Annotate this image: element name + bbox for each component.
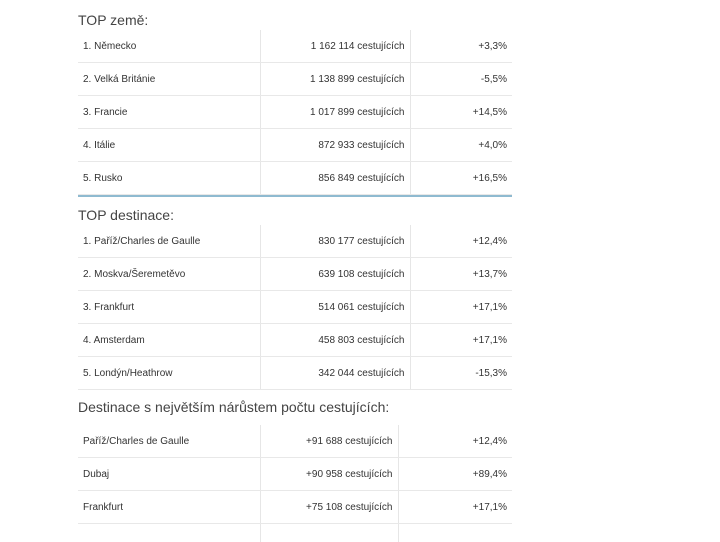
top-destinations-section: TOP destinace: 1. Paříž/Charles de Gaull… — [78, 205, 512, 390]
passenger-increase: +91 688 cestujících — [260, 425, 398, 458]
change-percent: +17,1% — [410, 324, 512, 357]
passenger-count: 514 061 cestujících — [260, 291, 410, 324]
destination-name: Paříž/Charles de Gaulle — [78, 425, 260, 458]
change-percent: +16,5% — [410, 162, 512, 195]
country-name: 4. Itálie — [78, 129, 260, 162]
passenger-count: 1 138 899 cestujících — [260, 63, 410, 96]
change-percent: +3,3% — [410, 30, 512, 63]
section-divider — [78, 195, 512, 197]
growth-destinations-section: Destinace s největším nárůstem počtu ces… — [78, 397, 512, 542]
change-percent: +12,4% — [398, 425, 512, 458]
country-name: 5. Rusko — [78, 162, 260, 195]
top-countries-section: TOP země: 1. Německo 1 162 114 cestující… — [78, 10, 512, 197]
table-row: 3. Francie 1 017 899 cestujících +14,5% — [78, 96, 512, 129]
change-percent: +14,5% — [410, 96, 512, 129]
destination-name: 1. Paříž/Charles de Gaulle — [78, 225, 260, 258]
destination-name: 4. Amsterdam — [78, 324, 260, 357]
top-destinations-table: 1. Paříž/Charles de Gaulle 830 177 cestu… — [78, 225, 512, 390]
destination-name: 3. Frankfurt — [78, 291, 260, 324]
country-name: 3. Francie — [78, 96, 260, 129]
country-name: 2. Velká Británie — [78, 63, 260, 96]
table-row: 4. Amsterdam 458 803 cestujících +17,1% — [78, 324, 512, 357]
passenger-count: 1 017 899 cestujících — [260, 96, 410, 129]
passenger-count: 639 108 cestujících — [260, 258, 410, 291]
change-percent: +17,1% — [398, 491, 512, 524]
change-percent: -5,5% — [410, 63, 512, 96]
table-row: Frankfurt +75 108 cestujících +17,1% — [78, 491, 512, 524]
passenger-count: 830 177 cestujících — [260, 225, 410, 258]
change-percent: +13,7% — [410, 258, 512, 291]
top-countries-title: TOP země: — [78, 10, 512, 30]
passenger-count: 856 849 cestujících — [260, 162, 410, 195]
passenger-count: 872 933 cestujících — [260, 129, 410, 162]
empty-cell — [260, 524, 398, 542]
table-row: 4. Itálie 872 933 cestujících +4,0% — [78, 129, 512, 162]
table-row: 2. Velká Británie 1 138 899 cestujících … — [78, 63, 512, 96]
table-row: 1. Paříž/Charles de Gaulle 830 177 cestu… — [78, 225, 512, 258]
passenger-count: 1 162 114 cestujících — [260, 30, 410, 63]
passenger-increase: +75 108 cestujících — [260, 491, 398, 524]
change-percent: +17,1% — [410, 291, 512, 324]
table-row: 1. Německo 1 162 114 cestujících +3,3% — [78, 30, 512, 63]
growth-destinations-table: Paříž/Charles de Gaulle +91 688 cestujíc… — [78, 425, 512, 542]
destination-name: Dubaj — [78, 458, 260, 491]
table-row-filler — [78, 524, 512, 542]
change-percent: -15,3% — [410, 357, 512, 390]
destination-name: Frankfurt — [78, 491, 260, 524]
destination-name: 2. Moskva/Šeremetěvo — [78, 258, 260, 291]
country-name: 1. Německo — [78, 30, 260, 63]
table-row: 3. Frankfurt 514 061 cestujících +17,1% — [78, 291, 512, 324]
growth-destinations-title: Destinace s největším nárůstem počtu ces… — [78, 397, 512, 417]
empty-cell — [78, 524, 260, 542]
passenger-count: 458 803 cestujících — [260, 324, 410, 357]
destination-name: 5. Londýn/Heathrow — [78, 357, 260, 390]
table-row: 5. Rusko 856 849 cestujících +16,5% — [78, 162, 512, 195]
table-row: 2. Moskva/Šeremetěvo 639 108 cestujících… — [78, 258, 512, 291]
change-percent: +12,4% — [410, 225, 512, 258]
top-destinations-title: TOP destinace: — [78, 205, 512, 225]
passenger-count: 342 044 cestujících — [260, 357, 410, 390]
empty-cell — [398, 524, 512, 542]
table-row: Dubaj +90 958 cestujících +89,4% — [78, 458, 512, 491]
table-row: 5. Londýn/Heathrow 342 044 cestujících -… — [78, 357, 512, 390]
change-percent: +89,4% — [398, 458, 512, 491]
passenger-increase: +90 958 cestujících — [260, 458, 398, 491]
table-row: Paříž/Charles de Gaulle +91 688 cestujíc… — [78, 425, 512, 458]
change-percent: +4,0% — [410, 129, 512, 162]
top-countries-table: 1. Německo 1 162 114 cestujících +3,3% 2… — [78, 30, 512, 195]
